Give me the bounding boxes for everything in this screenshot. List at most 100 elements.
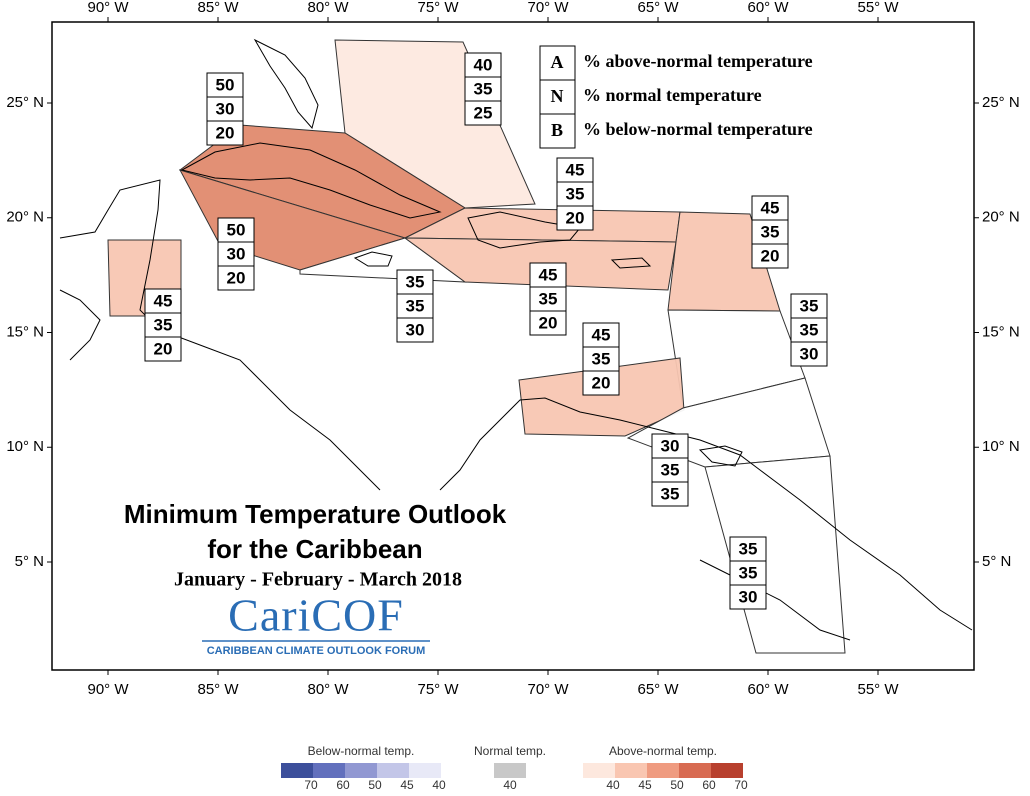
- label-cell: [464, 100, 502, 126]
- y-tick-label: 5° N: [982, 553, 1011, 570]
- label-cell: [729, 584, 767, 610]
- colorbar-label: 70: [304, 778, 318, 791]
- colorbar-label: 50: [670, 778, 684, 791]
- legend-key-box: [539, 45, 576, 81]
- label-cell: [396, 317, 434, 343]
- label-cell: [529, 262, 567, 288]
- colorbar-label: 60: [336, 778, 350, 791]
- probability-label: 20: [227, 268, 246, 287]
- logo-tagline: CARIBBEAN CLIMATE OUTLOOK FORUM: [207, 645, 426, 657]
- x-tick-label: 65° W: [637, 681, 679, 698]
- x-tick-label: 75° W: [417, 0, 459, 16]
- x-tick-label: 90° W: [87, 0, 129, 16]
- label-cell: [396, 269, 434, 295]
- y-tick-label: 20° N: [982, 209, 1020, 226]
- region-labels: 40 35 25 50 30 20 50 30 20 45 35 20 35 35 30 45 35 20 45 35…: [144, 52, 828, 610]
- y-tick-label: 10° N: [6, 438, 44, 455]
- colorbar-swatch: [711, 763, 743, 778]
- label-cell: [206, 72, 244, 98]
- y-tick-label: 10° N: [982, 438, 1020, 455]
- label-cell: [651, 457, 689, 483]
- legend: A % above-normal temperature N % normal tem…: [539, 45, 813, 149]
- x-tick-label: 55° W: [857, 0, 899, 16]
- label-cell: [729, 560, 767, 586]
- probability-label: 50: [216, 75, 235, 94]
- label-cell: [751, 195, 789, 221]
- label-cell: [144, 336, 182, 362]
- probability-label: 20: [154, 339, 173, 358]
- label-cell: [529, 310, 567, 336]
- legend-key-box: [539, 79, 576, 115]
- label-cell: [556, 181, 594, 207]
- label-cell: [396, 293, 434, 319]
- colorbar-label: 45: [400, 778, 414, 791]
- legend-key: A: [551, 52, 564, 72]
- x-tick-label: 55° W: [857, 681, 899, 698]
- colorbar-label: 40: [432, 778, 446, 791]
- label-cell: [582, 346, 620, 372]
- x-tick-label: 80° W: [307, 681, 349, 698]
- probability-label: 35: [539, 289, 558, 308]
- probability-label: 20: [539, 313, 558, 332]
- probability-label: 45: [592, 325, 611, 344]
- label-cell: [556, 205, 594, 231]
- colorbar-label: 40: [606, 778, 620, 791]
- colorbar-label: 50: [368, 778, 382, 791]
- y-tick-label: 20° N: [6, 209, 44, 226]
- label-cell: [751, 243, 789, 269]
- x-tick-label: 70° W: [527, 0, 569, 16]
- probability-label: 30: [800, 344, 819, 363]
- probability-label: 30: [216, 99, 235, 118]
- legend-text: % below-normal temperature: [583, 119, 813, 139]
- colorbar-swatch: [345, 763, 377, 778]
- x-tick-label: 60° W: [747, 0, 789, 16]
- label-cell: [529, 286, 567, 312]
- probability-label: 35: [474, 79, 493, 98]
- probability-label: 20: [566, 208, 585, 227]
- y-tick-label: 25° N: [982, 94, 1020, 111]
- probability-label: 35: [761, 222, 780, 241]
- probability-label: 35: [800, 320, 819, 339]
- colorbar-swatch: [281, 763, 313, 778]
- axes: 90° W 90° W 85° W 85° W 80° W 80° W 75° W 75° W…: [6, 0, 1019, 698]
- colorbar-swatch: [615, 763, 647, 778]
- x-tick-label: 80° W: [307, 0, 349, 16]
- probability-label: 35: [661, 484, 680, 503]
- probability-label: 50: [227, 220, 246, 239]
- legend-text: % above-normal temperature: [583, 51, 813, 71]
- colorbar-title: Below-normal temp.: [308, 744, 415, 758]
- colorbar-label: 45: [638, 778, 652, 791]
- legend-text: % normal temperature: [583, 85, 762, 105]
- x-tick-label: 90° W: [87, 681, 129, 698]
- legend-key-box: [539, 113, 576, 149]
- y-tick-label: 15° N: [6, 323, 44, 340]
- colorbar-swatch: [494, 763, 526, 778]
- probability-label: 20: [216, 123, 235, 142]
- colorbar-label: 40: [503, 778, 517, 791]
- label-cell: [790, 341, 828, 367]
- probability-label: 25: [474, 103, 493, 122]
- label-cell: [464, 52, 502, 78]
- probability-label: 45: [761, 198, 780, 217]
- label-cell: [751, 219, 789, 245]
- probability-label: 20: [761, 246, 780, 265]
- probability-label: 30: [227, 244, 246, 263]
- legend-key: B: [551, 120, 563, 140]
- label-cell: [790, 317, 828, 343]
- probability-label: 30: [661, 436, 680, 455]
- colorbar-title: Normal temp.: [474, 744, 546, 758]
- x-tick-label: 65° W: [637, 0, 679, 16]
- colorbar-swatch: [313, 763, 345, 778]
- x-tick-label: 85° W: [197, 0, 239, 16]
- legend-key: N: [551, 86, 564, 106]
- y-tick-label: 15° N: [982, 323, 1020, 340]
- probability-label: 35: [739, 539, 758, 558]
- colorbar-title: Above-normal temp.: [609, 744, 717, 758]
- label-cell: [206, 120, 244, 146]
- probability-label: 35: [661, 460, 680, 479]
- probability-label: 30: [406, 320, 425, 339]
- probability-label: 35: [406, 272, 425, 291]
- label-cell: [144, 312, 182, 338]
- legend-background: [538, 45, 850, 150]
